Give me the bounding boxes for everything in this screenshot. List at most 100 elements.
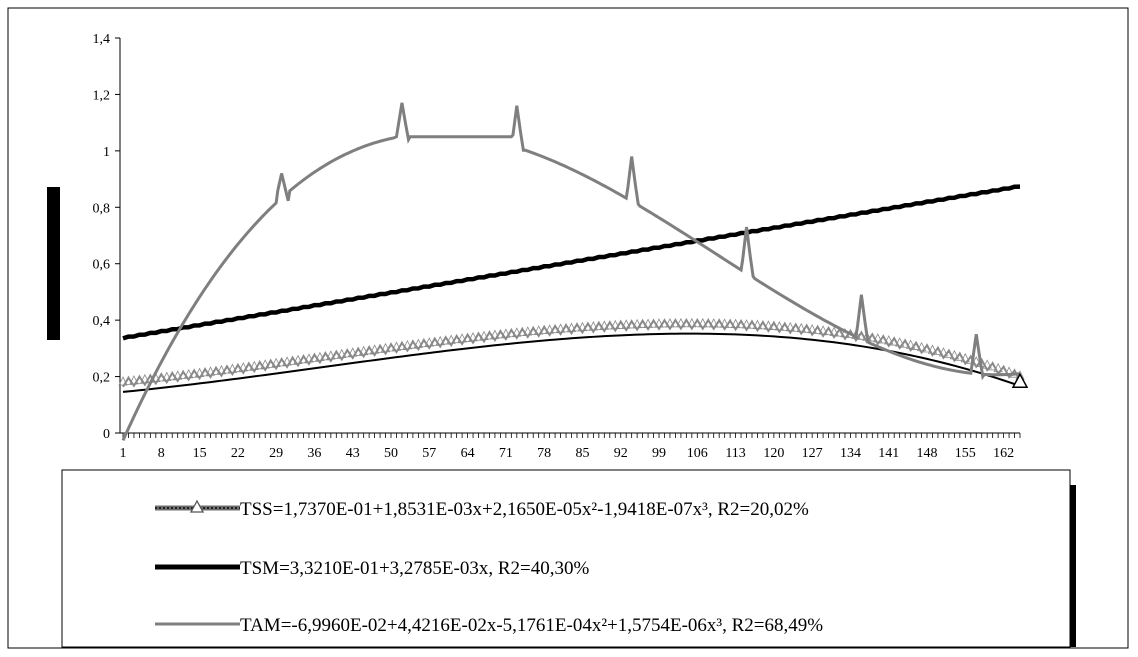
tss-marker — [380, 342, 391, 353]
tss-marker — [971, 356, 981, 366]
tss-marker — [517, 326, 527, 337]
tss-marker — [435, 335, 445, 346]
tss-marker — [829, 326, 839, 336]
tss-marker — [818, 325, 828, 335]
tss-marker — [156, 372, 166, 382]
tss-marker — [260, 359, 270, 369]
tss-marker — [791, 322, 801, 332]
tss-marker — [413, 338, 424, 348]
tss-marker — [238, 362, 248, 372]
tss-marker — [222, 364, 232, 374]
tss-marker — [397, 340, 407, 350]
y-tick-label: 0 — [103, 427, 110, 442]
tss-marker — [807, 323, 817, 334]
x-tick-label: 99 — [652, 446, 666, 461]
tss-marker — [643, 318, 653, 328]
x-tick-label: 85 — [575, 446, 589, 461]
tss-marker — [812, 324, 823, 334]
y-tick-label: 1,4 — [93, 32, 111, 47]
tss-marker — [823, 325, 834, 336]
tss-marker — [550, 323, 560, 334]
tss-marker — [725, 318, 735, 328]
legend-triangle-marker — [189, 499, 205, 513]
tss-marker — [271, 357, 281, 368]
legend-item-tsm: TSM=3,3210E-01+3,2785E-03x, R2=40,30% — [155, 558, 590, 579]
tss-marker — [430, 336, 440, 346]
tss-marker — [741, 319, 752, 329]
legend-label-tam: TAM=-6,9960E-02+4,4216E-02x-5,1761E-04x²… — [240, 615, 823, 636]
tss-marker — [331, 349, 341, 359]
tss-marker — [451, 333, 462, 344]
tss-marker — [129, 375, 139, 385]
tss-marker — [698, 317, 708, 328]
y-ticks: 0 0,2 0,4 0,6 0,8 1 1,2 1,4 — [93, 32, 120, 442]
tss-marker — [479, 330, 489, 341]
tss-marker — [960, 352, 970, 363]
tss-marker — [424, 337, 434, 347]
tss-marker — [282, 356, 292, 366]
tss-marker — [867, 332, 877, 342]
tss-marker — [572, 322, 582, 332]
tss-marker — [402, 339, 413, 350]
tss-marker — [134, 374, 145, 384]
tss-marker — [123, 375, 134, 385]
tss-marker — [900, 338, 910, 348]
tss-marker — [167, 370, 177, 381]
tss-marker — [309, 352, 320, 362]
tss-marker — [244, 361, 254, 371]
x-tick-label: 78 — [537, 446, 551, 461]
tss-marker — [621, 319, 631, 329]
tss-marker — [796, 322, 806, 333]
tss-marker — [233, 362, 243, 373]
tss-marker — [577, 321, 588, 332]
tss-marker — [391, 341, 402, 351]
tss-marker — [441, 335, 451, 345]
legend-box — [61, 469, 1071, 648]
x-ticks: 1 8 15 22 29 36 43 50 57 64 71 78 85 92 99 106 113 120 127… — [120, 433, 1021, 461]
x-tick-label: 71 — [499, 446, 513, 461]
tss-marker — [326, 350, 336, 360]
tss-marker — [183, 368, 194, 379]
legend-label-tss: TSS=1,7370E-01+1,8531E-03x+2,1650E-05x²-… — [240, 499, 809, 520]
tss-marker — [982, 359, 992, 369]
tss-marker — [512, 327, 522, 337]
legend: TSS=1,7370E-01+1,8531E-03x+2,1650E-05x²-… — [155, 499, 823, 636]
tss-marker — [561, 322, 571, 333]
series-tsm — [122, 184, 1021, 341]
tss-marker — [988, 361, 998, 371]
x-tick-label: 162 — [993, 446, 1014, 461]
tss-marker — [659, 318, 670, 328]
tss-marker — [758, 319, 768, 330]
tss-marker — [730, 318, 741, 328]
tss-marker — [687, 317, 697, 328]
tss-marker — [419, 337, 429, 348]
tss-marker — [927, 344, 938, 354]
tss-marker — [583, 321, 593, 331]
tss-marker — [364, 345, 374, 355]
tss-marker — [566, 322, 577, 332]
tss-marker — [627, 319, 637, 329]
tss-marker — [949, 349, 960, 360]
tss-marker — [173, 370, 183, 380]
tss-marker — [654, 318, 664, 328]
tss-marker — [703, 317, 713, 328]
tss-marker — [473, 331, 484, 341]
tss-marker — [873, 333, 883, 343]
tss-marker — [780, 321, 790, 331]
legend-item-tss: TSS=1,7370E-01+1,8531E-03x+2,1650E-05x²-… — [155, 499, 809, 520]
x-tick-label: 36 — [307, 446, 321, 461]
tss-marker — [408, 339, 418, 349]
y-tick-label: 0,4 — [93, 314, 111, 329]
tss-marker — [276, 356, 287, 367]
tss-marker — [834, 327, 845, 337]
tss-marker — [719, 318, 730, 328]
x-tick-label: 1 — [120, 446, 127, 461]
tss-marker — [594, 320, 604, 331]
tss-marker — [342, 348, 352, 358]
tss-marker — [933, 345, 943, 356]
tss-marker — [118, 376, 128, 386]
tss-marker — [348, 347, 358, 357]
tss-marker — [446, 334, 456, 344]
series-layer — [118, 102, 1029, 442]
tss-marker — [528, 325, 538, 336]
